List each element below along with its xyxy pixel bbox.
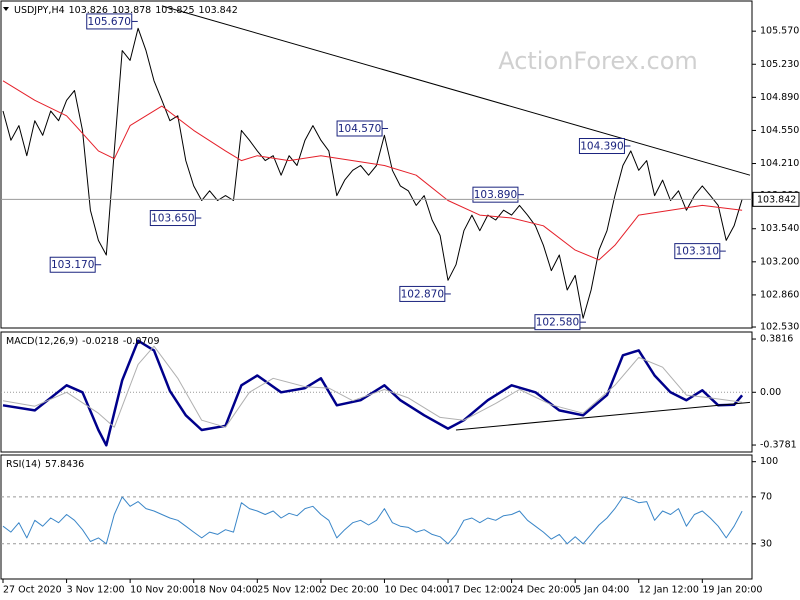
x-tick-label: 3 Nov 12:00 bbox=[67, 585, 125, 596]
annotation-label: 103.310 bbox=[676, 246, 719, 258]
readout-value: 103.825 bbox=[155, 5, 194, 16]
x-tick-label: 18 Nov 04:00 bbox=[194, 585, 258, 596]
x-tick-label: 24 Dec 20:00 bbox=[512, 585, 576, 596]
annotation-box bbox=[336, 120, 383, 137]
y-tick-label: 104.210 bbox=[760, 158, 799, 169]
y-tick-label: 102.860 bbox=[760, 289, 799, 300]
series-line bbox=[2, 27, 743, 319]
y-tick-label: 100 bbox=[760, 456, 778, 467]
watermark: ActionForex.com bbox=[498, 47, 698, 75]
y-tick-label: 0.3816 bbox=[760, 334, 793, 345]
x-tick-label: 19 Jan 20:00 bbox=[702, 585, 762, 596]
y-tick-label: 104.550 bbox=[760, 125, 799, 136]
annotation-box bbox=[86, 13, 133, 30]
series-line bbox=[2, 345, 743, 428]
y-tick-label: -0.3781 bbox=[760, 440, 797, 451]
panel-title: USDJPY,H4 bbox=[14, 5, 65, 16]
annotation-label: 105.670 bbox=[88, 16, 131, 28]
annotation-box bbox=[578, 138, 625, 155]
y-tick-label: 30 bbox=[760, 538, 772, 549]
panel-frame bbox=[0, 0, 753, 329]
annotation-label: 102.580 bbox=[536, 317, 579, 329]
readout-value: 57.8436 bbox=[45, 459, 84, 470]
x-tick-label: 12 Jan 12:00 bbox=[639, 585, 699, 596]
y-tick-label: 103.540 bbox=[760, 223, 799, 234]
readout-value: 103.878 bbox=[112, 5, 151, 16]
last-price-box bbox=[752, 191, 800, 207]
trendline bbox=[161, 5, 751, 176]
x-tick-label: 5 Jan 04:00 bbox=[575, 585, 629, 596]
panel-title: RSI(14) bbox=[6, 459, 41, 470]
y-tick-label: 105.230 bbox=[760, 59, 799, 70]
panel-frame bbox=[0, 454, 753, 580]
x-tick-label: 27 Oct 2020 bbox=[3, 585, 62, 596]
panel-header: USDJPY,H4 103.826 103.878 103.825 103.842 bbox=[14, 5, 238, 16]
readout-value: 103.826 bbox=[69, 5, 108, 16]
series-line bbox=[2, 496, 743, 545]
series-line bbox=[2, 339, 744, 447]
series-line bbox=[2, 80, 743, 261]
annotation-box bbox=[534, 314, 581, 331]
y-tick-label: 103.200 bbox=[760, 256, 799, 267]
y-tick-label: 102.530 bbox=[760, 322, 799, 333]
panel-header: RSI(14) 57.8436 bbox=[6, 459, 84, 470]
annotation-label: 102.870 bbox=[401, 288, 444, 300]
readout-value: -0.0218 bbox=[82, 336, 119, 347]
x-tick-label: 17 Dec 12:00 bbox=[448, 585, 512, 596]
annotation-box bbox=[472, 186, 519, 203]
annotation-label: 103.170 bbox=[51, 259, 94, 271]
x-tick-label: 10 Nov 20:00 bbox=[130, 585, 194, 596]
y-tick-label: 104.890 bbox=[760, 92, 799, 103]
annotation-box bbox=[674, 243, 721, 260]
annotation-label: 103.650 bbox=[151, 213, 194, 225]
x-tick-label: 25 Nov 12:00 bbox=[257, 585, 321, 596]
annotation-label: 103.890 bbox=[474, 189, 517, 201]
readout-value: 103.842 bbox=[199, 5, 238, 16]
header-icon bbox=[3, 7, 9, 11]
last-price-label: 103.842 bbox=[757, 194, 796, 205]
annotation-label: 104.570 bbox=[338, 123, 381, 135]
x-tick-label: 10 Dec 04:00 bbox=[384, 585, 448, 596]
trendline bbox=[455, 401, 751, 431]
annotation-label: 104.390 bbox=[580, 141, 623, 153]
y-tick-label: 105.570 bbox=[760, 26, 799, 37]
y-tick-label: 70 bbox=[760, 491, 772, 502]
readout-value: -0.0709 bbox=[123, 336, 160, 347]
annotation-box bbox=[399, 285, 446, 302]
y-tick-label: 0.00 bbox=[760, 387, 781, 398]
annotation-box bbox=[149, 210, 196, 227]
panel-header: MACD(12,26,9) -0.0218 -0.0709 bbox=[6, 336, 160, 347]
x-tick-label: 2 Dec 20:00 bbox=[321, 585, 379, 596]
annotation-box bbox=[49, 256, 96, 273]
panel-title: MACD(12,26,9) bbox=[6, 336, 78, 347]
